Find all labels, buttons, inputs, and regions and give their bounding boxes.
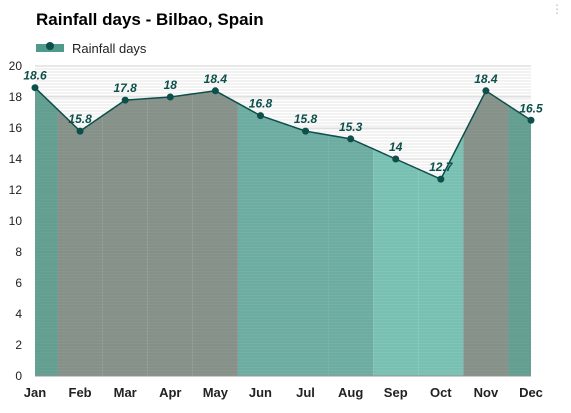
data-label: 18.4 bbox=[204, 72, 228, 86]
data-point bbox=[347, 135, 355, 143]
area-segment bbox=[283, 123, 329, 376]
data-point bbox=[482, 87, 490, 95]
y-tick-label: 0 bbox=[15, 369, 22, 383]
data-point bbox=[211, 87, 219, 95]
area-segment bbox=[147, 93, 193, 377]
data-label: 16.8 bbox=[249, 97, 273, 111]
area-segment bbox=[57, 109, 103, 377]
area-segment bbox=[418, 134, 464, 376]
y-tick-label: 4 bbox=[15, 307, 22, 321]
data-label: 15.8 bbox=[68, 112, 92, 126]
y-tick-label: 16 bbox=[9, 121, 23, 135]
x-tick-label: May bbox=[203, 385, 229, 400]
data-point bbox=[302, 127, 310, 135]
legend-marker-icon bbox=[46, 42, 54, 50]
chart-title: Rainfall days - Bilbao, Spain bbox=[36, 10, 264, 29]
data-label: 12.7 bbox=[429, 160, 454, 174]
data-point bbox=[437, 175, 445, 183]
area-segment bbox=[35, 87, 58, 376]
area-segment bbox=[508, 105, 531, 377]
x-tick-label: Aug bbox=[338, 385, 363, 400]
data-point bbox=[527, 116, 535, 124]
data-point bbox=[392, 155, 400, 163]
chart-legend[interactable]: Rainfall days bbox=[36, 38, 146, 58]
x-tick-label: Feb bbox=[69, 385, 92, 400]
series-line bbox=[34, 87, 532, 181]
y-tick-label: 10 bbox=[9, 214, 23, 228]
data-point bbox=[121, 96, 129, 104]
data-point bbox=[166, 93, 174, 101]
data-point bbox=[31, 84, 39, 92]
data-label: 17.8 bbox=[114, 81, 138, 95]
x-tick-label: Jul bbox=[296, 385, 315, 400]
legend-label: Rainfall days bbox=[72, 40, 147, 56]
area-segment bbox=[102, 98, 148, 377]
data-point bbox=[76, 127, 84, 135]
data-label: 18.6 bbox=[23, 69, 47, 83]
more-icon[interactable]: ⋮ bbox=[551, 2, 563, 16]
x-tick-label: Mar bbox=[114, 385, 137, 400]
data-label: 16.5 bbox=[519, 101, 543, 115]
data-label: 15.8 bbox=[294, 112, 318, 126]
x-tick-label: Jun bbox=[249, 385, 272, 400]
area-segment bbox=[192, 90, 238, 377]
legend-swatch-icon bbox=[36, 42, 64, 52]
x-tick-label: Dec bbox=[519, 385, 543, 400]
x-tick-label: Jan bbox=[24, 385, 46, 400]
x-tick-label: Apr bbox=[159, 385, 181, 400]
y-tick-label: 14 bbox=[9, 152, 23, 166]
y-tick-label: 20 bbox=[9, 59, 23, 73]
data-label: 18.4 bbox=[474, 72, 498, 86]
y-tick-label: 12 bbox=[9, 183, 23, 197]
area-segment bbox=[463, 90, 509, 377]
data-label: 14 bbox=[389, 140, 403, 154]
y-tick-label: 18 bbox=[9, 90, 23, 104]
y-tick-label: 6 bbox=[15, 276, 22, 290]
data-point bbox=[256, 112, 264, 120]
area-segment bbox=[328, 134, 374, 376]
x-tick-label: Sep bbox=[384, 385, 408, 400]
data-label: 15.3 bbox=[339, 120, 363, 134]
y-tick-label: 8 bbox=[15, 245, 22, 259]
x-tick-label: Oct bbox=[430, 385, 452, 400]
y-tick-label: 2 bbox=[15, 338, 22, 352]
x-tick-label: Nov bbox=[474, 385, 499, 400]
area-segment bbox=[237, 103, 283, 376]
data-label: 18 bbox=[164, 78, 178, 92]
area-segment bbox=[373, 148, 419, 376]
